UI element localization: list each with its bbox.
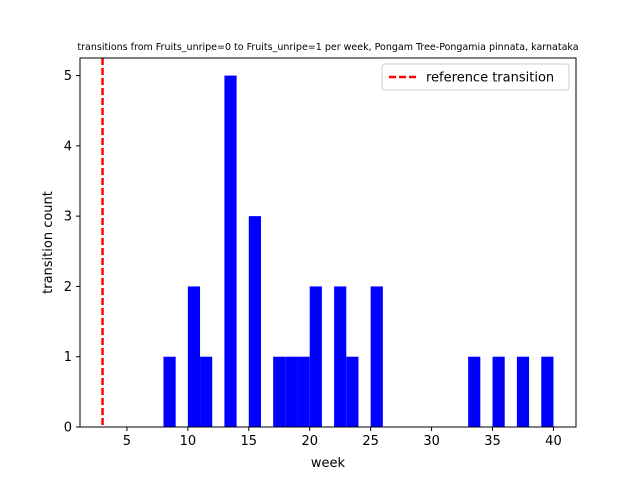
bar-week-25 [370, 286, 383, 427]
bar-week-18 [285, 356, 298, 427]
x-tick-label: 30 [423, 434, 440, 449]
bar-week-37 [516, 356, 530, 427]
legend-box [381, 63, 570, 91]
y-tick-label: 0 [64, 421, 72, 436]
x-tick-label: 20 [301, 434, 318, 449]
plot-frame [79, 57, 577, 428]
bar-week-17 [273, 356, 286, 427]
bar-week-33 [468, 356, 481, 427]
y-tick-label: 2 [64, 280, 72, 295]
y-axis-label: transition count [41, 191, 56, 294]
x-tick-label: 40 [545, 434, 562, 449]
y-tick-label: 5 [64, 69, 72, 84]
x-tick-label: 10 [180, 434, 197, 449]
bar-week-20 [309, 286, 322, 427]
bar-week-22 [334, 286, 347, 427]
x-axis-ticks: 5 10 15 20 25 30 35 40 [123, 427, 562, 449]
y-tick-label: 3 [64, 210, 72, 225]
bar-week-39 [541, 356, 554, 427]
bar-week-19 [297, 356, 310, 427]
bar-week-8 [163, 356, 176, 427]
x-tick-label: 15 [241, 434, 258, 449]
bar-week-35 [492, 356, 505, 427]
x-tick-label: 35 [484, 434, 501, 449]
bar-week-10 [187, 286, 201, 427]
bar-week-11 [200, 356, 213, 427]
bar-week-13 [224, 75, 237, 428]
chart-title: transitions from Fruits_unripe=0 to Frui… [77, 42, 578, 53]
x-tick-label: 5 [123, 434, 131, 449]
legend: reference transition [381, 63, 570, 91]
bar-week-15 [248, 216, 261, 427]
x-axis-label: week [311, 456, 346, 471]
legend-entry-reference-transition: reference transition [426, 71, 554, 86]
bar-week-23 [346, 356, 359, 427]
y-axis-ticks: 0 1 2 3 4 5 [64, 69, 80, 436]
y-tick-label: 4 [64, 139, 72, 154]
x-tick-label: 25 [362, 434, 379, 449]
y-tick-label: 1 [64, 350, 72, 365]
bars-layer [163, 75, 554, 428]
